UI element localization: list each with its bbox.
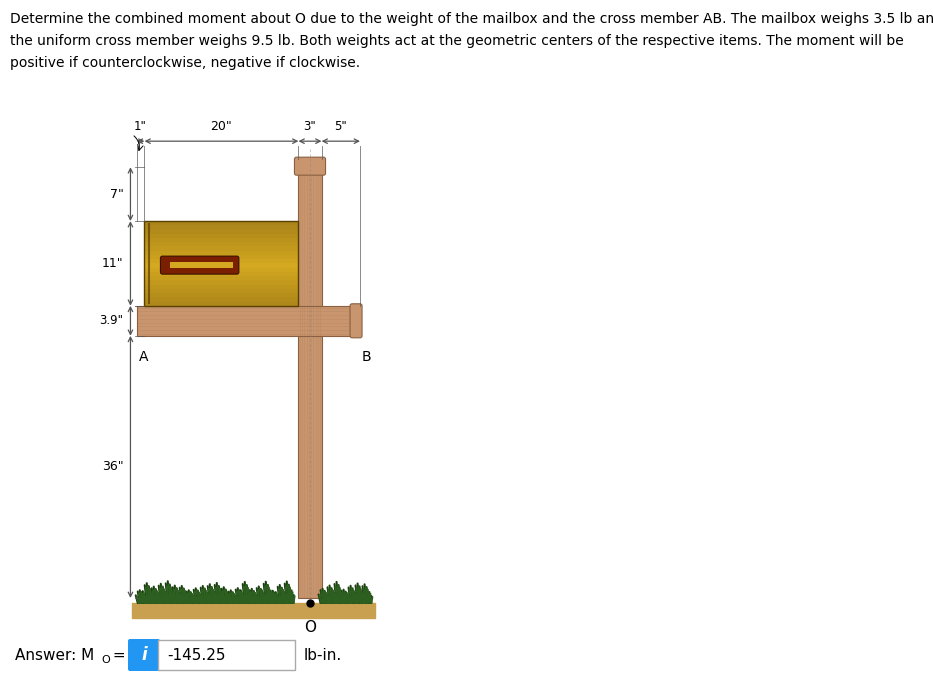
Bar — [145, 243, 299, 247]
Bar — [145, 229, 299, 235]
Text: 11": 11" — [102, 257, 123, 270]
FancyBboxPatch shape — [128, 639, 160, 671]
Text: O: O — [304, 620, 316, 635]
FancyBboxPatch shape — [295, 157, 326, 175]
Text: A: A — [139, 350, 148, 364]
Bar — [145, 293, 299, 298]
Text: 1": 1" — [134, 120, 147, 133]
Bar — [299, 159, 322, 598]
FancyBboxPatch shape — [158, 640, 295, 670]
Text: 3.9": 3.9" — [100, 315, 123, 327]
Bar — [145, 221, 299, 306]
Bar — [145, 238, 299, 243]
Bar — [145, 272, 299, 277]
Bar — [145, 267, 299, 273]
Bar — [145, 289, 299, 294]
Text: 7": 7" — [109, 188, 123, 201]
Bar — [137, 306, 360, 336]
Bar — [145, 263, 299, 269]
Text: Answer: M: Answer: M — [15, 647, 94, 663]
Text: the uniform cross member weighs 9.5 lb. Both weights act at the geometric center: the uniform cross member weighs 9.5 lb. … — [10, 34, 904, 48]
Bar — [145, 259, 299, 265]
Bar — [145, 247, 299, 252]
Bar — [145, 281, 299, 286]
Text: Determine the combined moment about O due to the weight of the mailbox and the c: Determine the combined moment about O du… — [10, 12, 933, 26]
Text: 3": 3" — [303, 120, 316, 133]
Text: lb-in.: lb-in. — [304, 647, 342, 663]
Text: 36": 36" — [102, 460, 123, 473]
Text: O: O — [101, 655, 110, 665]
FancyBboxPatch shape — [350, 304, 362, 337]
Text: 5": 5" — [334, 120, 347, 133]
Bar — [145, 251, 299, 256]
Bar — [145, 221, 299, 227]
Bar — [145, 285, 299, 290]
Bar — [145, 301, 299, 307]
Bar — [145, 225, 299, 231]
Text: positive if counterclockwise, negative if clockwise.: positive if counterclockwise, negative i… — [10, 56, 360, 70]
Bar — [145, 255, 299, 260]
Text: -145.25: -145.25 — [167, 647, 226, 663]
Text: B: B — [362, 350, 371, 364]
Text: i: i — [141, 646, 146, 664]
Bar — [145, 234, 299, 239]
Text: 20": 20" — [211, 120, 232, 133]
Bar — [145, 297, 299, 303]
FancyBboxPatch shape — [160, 256, 239, 274]
Bar — [171, 262, 233, 268]
Text: =: = — [108, 647, 126, 663]
Bar — [145, 276, 299, 281]
